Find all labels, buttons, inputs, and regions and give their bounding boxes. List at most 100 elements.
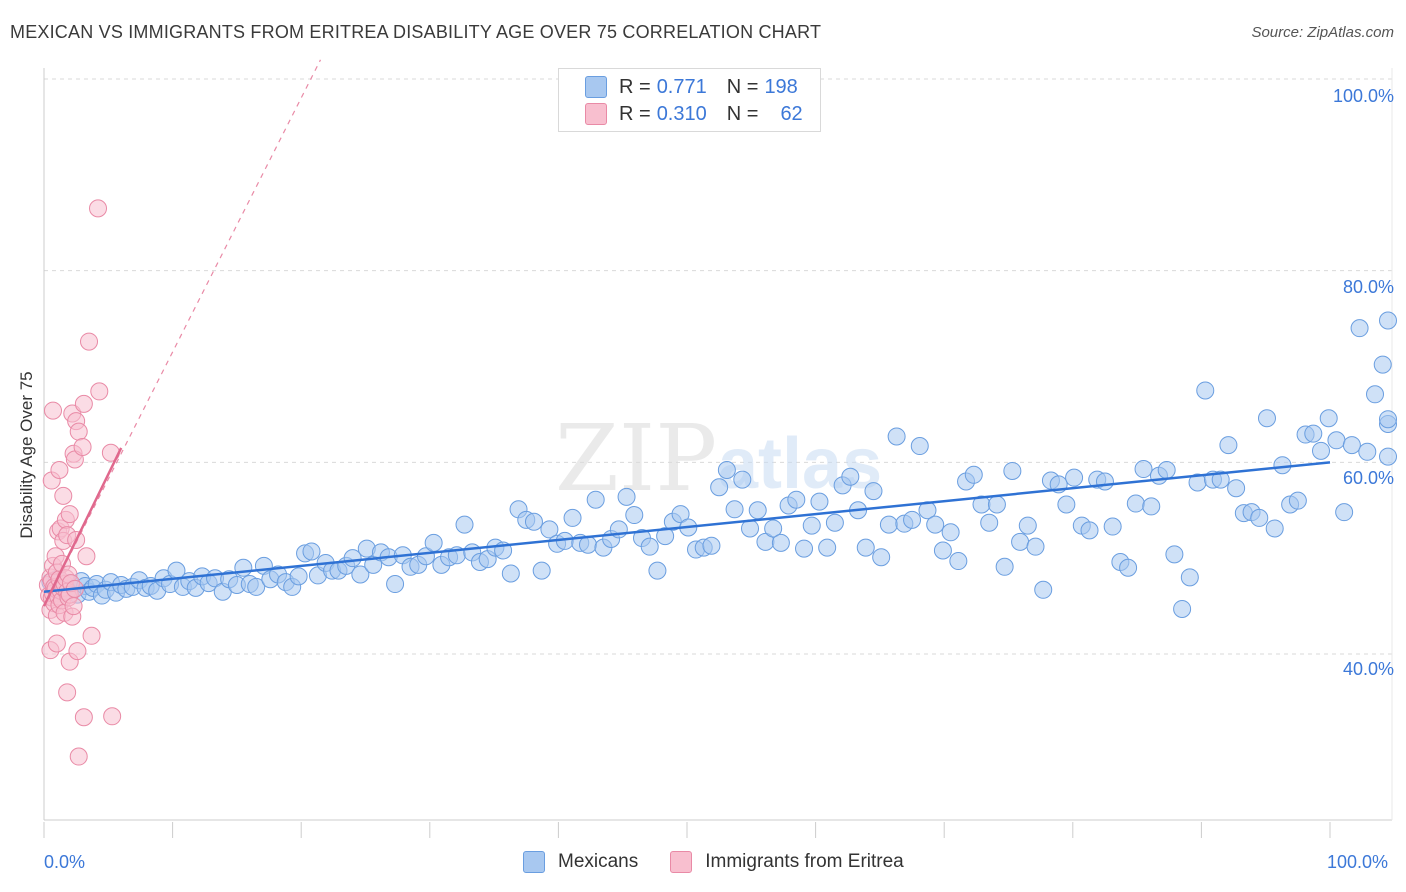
point-mexicans	[640, 537, 659, 556]
point-mexicans	[625, 506, 644, 525]
point-mexicans	[1319, 409, 1338, 428]
point-mexicans	[887, 427, 906, 446]
point-eritrea	[89, 199, 108, 218]
point-eritrea	[74, 708, 93, 727]
point-mexicans	[455, 515, 474, 534]
point-mexicans	[1311, 441, 1330, 460]
point-mexicans	[1003, 461, 1022, 480]
point-eritrea	[69, 422, 88, 441]
point-mexicans	[987, 495, 1006, 514]
point-mexicans	[1142, 497, 1161, 516]
trend-line-eritrea-extended	[43, 59, 322, 607]
point-eritrea	[47, 634, 66, 653]
legend-item-eritrea[interactable]: Immigrants from Eritrea	[670, 851, 904, 873]
point-mexicans	[532, 561, 551, 580]
point-mexicans	[1165, 545, 1184, 564]
point-mexicans	[247, 577, 266, 596]
point-eritrea	[50, 461, 69, 479]
legend-swatch-eritrea	[670, 851, 693, 873]
point-mexicans	[964, 465, 983, 484]
point-mexicans	[1134, 460, 1153, 479]
point-eritrea	[60, 505, 79, 524]
point-mexicans	[1342, 436, 1361, 455]
point-mexicans	[1011, 532, 1030, 551]
legend-label-mexicans: Mexicans	[558, 851, 639, 872]
point-eritrea	[68, 642, 87, 661]
trend-line-mexicans	[43, 461, 1331, 593]
point-mexicans	[995, 557, 1014, 576]
point-mexicans	[879, 515, 898, 534]
point-eritrea	[64, 597, 83, 616]
point-mexicans	[725, 500, 744, 519]
point-mexicans	[787, 490, 806, 509]
y-tick-label: 80.0%	[1342, 277, 1394, 297]
legend-r-value: 0.771	[656, 75, 707, 98]
point-eritrea	[82, 626, 101, 645]
legend-label-eritrea: Immigrants from Eritrea	[705, 851, 904, 872]
x-tick-label-max: 100.0%	[1327, 852, 1389, 872]
watermark: ZIP atlas	[555, 405, 882, 512]
point-eritrea	[103, 707, 122, 726]
point-mexicans	[1026, 537, 1045, 556]
legend-item-mexicans[interactable]: Mexicans	[523, 851, 638, 873]
point-mexicans	[1034, 580, 1053, 599]
point-mexicans	[702, 536, 721, 555]
point-mexicans	[872, 548, 891, 567]
trend-line-eritrea	[42, 447, 123, 607]
point-mexicans	[289, 567, 308, 586]
point-mexicans	[802, 516, 821, 535]
point-mexicans	[1095, 472, 1114, 491]
point-mexicans	[926, 515, 945, 534]
point-mexicans	[810, 492, 829, 511]
point-mexicans	[1080, 521, 1099, 540]
point-mexicans	[1157, 461, 1176, 479]
point-mexicans	[949, 552, 968, 571]
stats-legend: R = 0.771 N = 198 R = 0.310 N = 62	[558, 68, 821, 132]
point-mexicans	[656, 527, 675, 546]
legend-swatch-mexicans	[523, 851, 545, 873]
point-eritrea	[73, 438, 92, 456]
point-mexicans	[710, 478, 729, 497]
point-mexicans	[1379, 410, 1397, 429]
trend-lines	[42, 59, 1331, 607]
legend-row-mexicans: R = 0.771 N = 198	[585, 75, 798, 99]
legend-row-eritrea: R = 0.310 N = 62	[585, 102, 803, 126]
point-mexicans	[1219, 436, 1238, 455]
point-mexicans	[733, 470, 752, 489]
legend-n-value: 198	[764, 75, 798, 98]
point-mexicans	[1379, 447, 1397, 466]
axes	[43, 68, 1393, 838]
point-mexicans	[748, 501, 767, 520]
point-mexicans	[1304, 424, 1323, 443]
y-tick-label: 60.0%	[1342, 468, 1394, 488]
point-mexicans	[1227, 479, 1246, 498]
point-mexicans	[1358, 442, 1377, 461]
point-mexicans	[1257, 409, 1276, 428]
legend-n-label: N =	[726, 75, 759, 98]
legend-n-value: 62	[780, 102, 803, 125]
point-mexicans	[825, 513, 844, 532]
point-mexicans	[1126, 494, 1145, 513]
point-mexicans	[980, 513, 999, 532]
point-mexicans	[1288, 491, 1307, 510]
point-mexicans	[1327, 431, 1346, 450]
point-eritrea	[77, 547, 96, 566]
point-mexicans	[1018, 516, 1037, 535]
point-mexicans	[386, 575, 405, 594]
chart-title: MEXICAN VS IMMIGRANTS FROM ERITREA DISAB…	[10, 22, 822, 42]
series-eritrea-points	[38, 199, 122, 766]
point-mexicans	[501, 564, 520, 583]
point-mexicans	[1373, 355, 1392, 374]
point-mexicans	[941, 523, 960, 542]
point-mexicans	[795, 539, 814, 558]
y-tick-label: 40.0%	[1342, 659, 1394, 679]
point-mexicans	[864, 482, 883, 501]
point-mexicans	[1273, 456, 1292, 475]
point-mexicans	[856, 538, 875, 557]
y-axis-label: Disability Age Over 75	[17, 371, 36, 539]
point-mexicans	[1350, 319, 1369, 338]
legend-r-value: 0.310	[656, 102, 707, 125]
point-mexicans	[903, 510, 922, 529]
point-mexicans	[1065, 468, 1084, 487]
point-mexicans	[1366, 385, 1385, 404]
